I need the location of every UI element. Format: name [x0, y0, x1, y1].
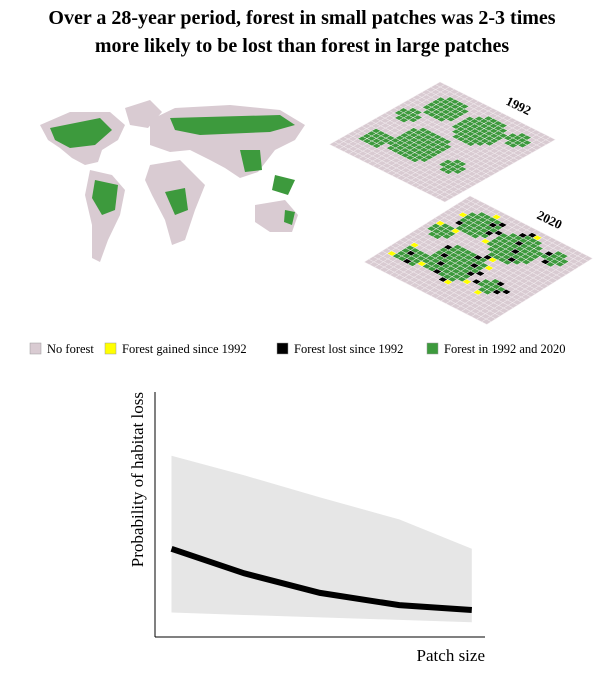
legend-label: No forest: [47, 342, 94, 356]
confidence-band: [171, 455, 472, 623]
legend-label: Forest in 1992 and 2020: [444, 342, 566, 356]
grid-cell: [439, 196, 450, 203]
x-axis-label: Patch size: [417, 646, 485, 665]
line-chart: Patch size Probability of habitat loss: [128, 392, 485, 665]
legend-swatch: [426, 342, 439, 355]
legend-swatch: [104, 342, 117, 355]
title: Over a 28-year period, forest in small p…: [48, 7, 555, 29]
forest: [50, 115, 295, 225]
grid-year-label: 2020: [535, 207, 565, 232]
legend: No forest Forest gained since 1992 Forest …: [29, 342, 566, 356]
patch-grid-1992: [329, 81, 556, 203]
australia: [255, 200, 298, 232]
legend-swatch: [276, 342, 289, 355]
world-map: [40, 100, 305, 262]
legend-swatch: [29, 342, 42, 355]
legend-label: Forest gained since 1992: [122, 342, 247, 356]
y-axis-label: Probability of habitat loss: [128, 392, 147, 567]
legend-label: Forest lost since 1992: [294, 342, 403, 356]
patch-grid-2020: [363, 195, 593, 325]
grid-year-label: 1992: [504, 93, 534, 118]
grid-cell: [481, 318, 492, 325]
trend-line: [170, 545, 473, 614]
subtitle: more likely to be lost than forest in la…: [95, 35, 509, 57]
